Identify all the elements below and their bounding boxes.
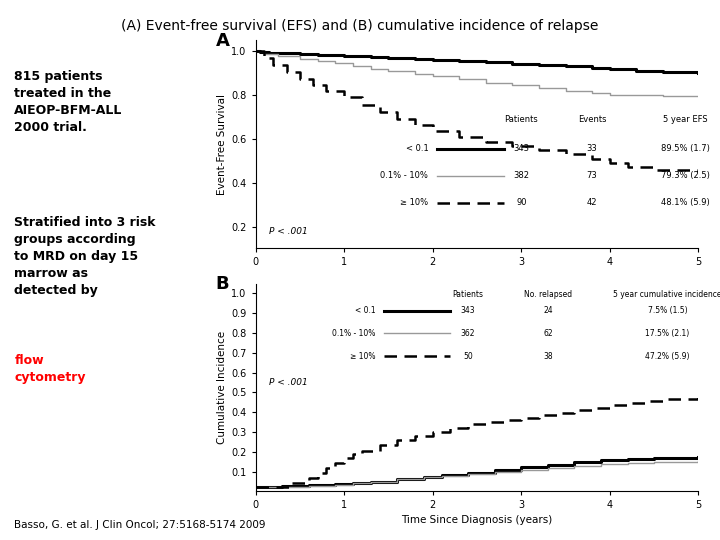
Text: A: A — [216, 32, 230, 50]
Text: P < .001: P < .001 — [269, 227, 307, 236]
X-axis label: Time Since Diagnosis (years): Time Since Diagnosis (years) — [401, 515, 553, 524]
Text: ≥ 10%: ≥ 10% — [400, 198, 428, 207]
Text: 62: 62 — [543, 329, 553, 338]
Text: 815 patients
treated in the
AIEOP-BFM-ALL
2000 trial.: 815 patients treated in the AIEOP-BFM-AL… — [14, 70, 123, 134]
Text: (A) Event-free survival (EFS) and (B) cumulative incidence of relapse: (A) Event-free survival (EFS) and (B) cu… — [121, 19, 599, 33]
Text: 0.1% - 10%: 0.1% - 10% — [380, 171, 428, 180]
Text: 50: 50 — [463, 352, 473, 361]
Text: P < .001: P < .001 — [269, 379, 307, 388]
Text: 24: 24 — [543, 306, 553, 315]
Text: 0.1% - 10%: 0.1% - 10% — [332, 329, 375, 338]
Text: 73: 73 — [587, 171, 598, 180]
Text: 17.5% (2.1): 17.5% (2.1) — [645, 329, 690, 338]
Text: ≥ 10%: ≥ 10% — [350, 352, 375, 361]
Text: flow
cytometry: flow cytometry — [14, 354, 86, 384]
Text: 382: 382 — [513, 171, 529, 180]
Text: 90: 90 — [516, 198, 526, 207]
Y-axis label: Event-Free Survival: Event-Free Survival — [217, 94, 227, 195]
Text: 38: 38 — [543, 352, 553, 361]
Text: 343: 343 — [513, 144, 529, 153]
Text: Basso, G. et al. J Clin Oncol; 27:5168-5174 2009: Basso, G. et al. J Clin Oncol; 27:5168-5… — [14, 520, 266, 530]
Text: Stratified into 3 risk
groups according
to MRD on day 15
marrow as
detected by: Stratified into 3 risk groups according … — [14, 216, 156, 297]
Text: 47.2% (5.9): 47.2% (5.9) — [645, 352, 690, 361]
Text: No. relapsed: No. relapsed — [523, 290, 572, 299]
Text: 42: 42 — [587, 198, 598, 207]
Text: 362: 362 — [461, 329, 475, 338]
Text: B: B — [216, 275, 230, 293]
Text: Patients: Patients — [453, 290, 484, 299]
Y-axis label: Cumulative Incidence: Cumulative Incidence — [217, 331, 227, 444]
Text: 48.1% (5.9): 48.1% (5.9) — [661, 198, 709, 207]
Text: 7.5% (1.5): 7.5% (1.5) — [647, 306, 687, 315]
Text: 89.5% (1.7): 89.5% (1.7) — [661, 144, 709, 153]
Text: 33: 33 — [587, 144, 598, 153]
Text: < 0.1: < 0.1 — [354, 306, 375, 315]
Text: 79.3% (2.5): 79.3% (2.5) — [661, 171, 709, 180]
Text: 5 year EFS: 5 year EFS — [663, 114, 708, 124]
Text: Patients: Patients — [505, 114, 538, 124]
Text: Events: Events — [578, 114, 606, 124]
Text: < 0.1: < 0.1 — [405, 144, 428, 153]
Text: 343: 343 — [461, 306, 475, 315]
Text: 5 year cumulative incidence: 5 year cumulative incidence — [613, 290, 720, 299]
